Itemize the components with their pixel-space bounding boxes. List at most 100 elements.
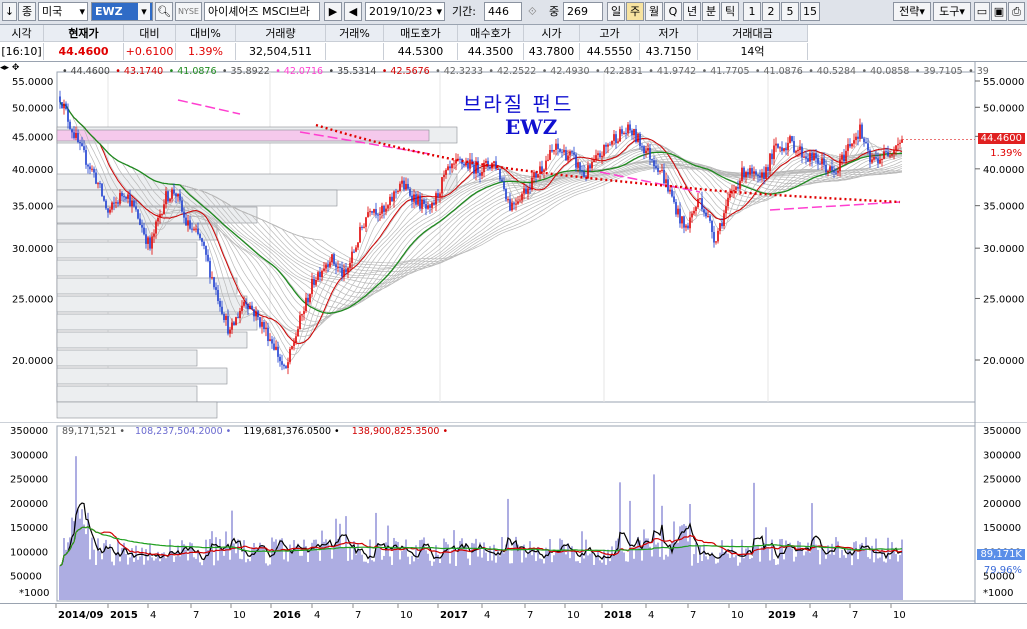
volume-bar [431, 565, 433, 600]
candle-body-62 [183, 211, 185, 218]
volume-bar [645, 538, 647, 600]
volume-profile-bar-5 [56, 241, 198, 259]
candle-body-233 [525, 188, 527, 194]
pane-control-icons[interactable]: ◂▸ ✥ [0, 63, 20, 73]
volume-bar [743, 558, 745, 600]
volume-bar [167, 556, 169, 600]
volume-bar [125, 553, 127, 600]
x-axis-label-19: 7 [852, 610, 858, 621]
next-arrow-button[interactable]: ▶ [324, 2, 342, 21]
interval-1-button[interactable]: 1 [743, 2, 761, 21]
volume-bar [317, 551, 319, 600]
volume-chart[interactable]: 350000 350000 300000 300000 250000 250000 2000… [0, 421, 1027, 603]
volume-bar [709, 556, 711, 600]
volume-bar [899, 555, 901, 600]
candle-body-322 [703, 209, 705, 213]
candle-body-260 [579, 162, 581, 171]
candle-body-414 [887, 152, 889, 156]
volume-bar [135, 545, 137, 600]
folder-icon[interactable]: ▭ [974, 2, 990, 21]
volume-bar [85, 534, 87, 600]
volume-bar [803, 555, 805, 600]
quote-header-4: 거래량 [236, 25, 326, 42]
volume-bar [97, 538, 99, 600]
tab-year[interactable]: 년 [683, 2, 701, 21]
volume-bar [467, 558, 469, 600]
tab-month[interactable]: 월 [645, 2, 663, 21]
overlap-input[interactable]: 269 [563, 2, 603, 21]
period-input[interactable]: 446 [484, 2, 522, 21]
volume-bar [897, 561, 899, 600]
candle-body-336 [731, 191, 733, 194]
market-select[interactable]: 미국 ▾ [38, 2, 88, 21]
volume-bar [821, 544, 823, 600]
volume-bar [79, 518, 81, 600]
volume-bar [817, 549, 819, 600]
candle-body-92 [243, 301, 245, 306]
tab-tick[interactable]: 틱 [721, 2, 739, 21]
candle-body-301 [661, 169, 663, 171]
tab-day[interactable]: 일 [607, 2, 625, 21]
prev-arrow-button[interactable]: ◀ [344, 2, 362, 21]
candle-body-342 [743, 167, 745, 178]
volume-tick-right-4: 150000 [983, 523, 1021, 534]
candle-body-36 [131, 200, 133, 207]
volume-bar [567, 543, 569, 600]
candle-body-74 [207, 254, 209, 261]
volume-bar [259, 542, 261, 600]
candle-body-215 [489, 166, 491, 169]
interval-2-button[interactable]: 2 [762, 2, 780, 21]
volume-bar [335, 518, 337, 600]
tab-minute[interactable]: 분 [702, 2, 720, 21]
candle-body-6 [71, 129, 73, 133]
volume-bar [261, 545, 263, 600]
candle-body-287 [633, 128, 635, 136]
volume-bar [339, 523, 341, 600]
candle-body-197 [453, 163, 455, 165]
volume-bar [811, 503, 813, 600]
candle-body-331 [721, 223, 723, 227]
jong-button[interactable]: 종 [18, 2, 36, 21]
x-axis-label-7: 7 [355, 610, 361, 621]
volume-bar [275, 539, 277, 600]
candle-body-366 [791, 136, 793, 142]
save-icon[interactable]: ▣ [991, 2, 1007, 21]
volume-profile-bar-12 [56, 367, 228, 385]
tab-week[interactable]: 주 [626, 2, 644, 21]
candle-body-87 [233, 322, 235, 326]
candle-body-368 [795, 151, 797, 153]
volume-bar [663, 559, 665, 600]
strategy-button[interactable]: 전략▾ [893, 2, 931, 21]
price-chart[interactable]: 55.000055.000050.000050.000045.000045.00… [0, 62, 1027, 422]
candle-body-41 [141, 224, 143, 228]
search-icon[interactable]: 🔍︎ [155, 2, 173, 21]
volume-profile-bar-2 [56, 189, 338, 207]
tab-quarter[interactable]: Q [664, 2, 682, 21]
ma-ribbon-line-5 [59, 101, 903, 332]
candle-body-369 [797, 149, 799, 152]
volume-bar [837, 541, 839, 600]
interval-5-button[interactable]: 5 [781, 2, 799, 21]
candle-body-180 [419, 195, 421, 209]
volume-bar [725, 550, 727, 600]
tools-button[interactable]: 도구▾ [933, 2, 971, 21]
print-icon[interactable]: ⎙ [1008, 2, 1025, 21]
x-axis-label-16: 10 [731, 610, 744, 621]
volume-bar [223, 555, 225, 600]
symbol-input[interactable]: EWZ ▾ [91, 2, 153, 21]
volume-bar [273, 541, 275, 600]
candle-body-360 [779, 147, 781, 149]
volume-bar [283, 559, 285, 600]
volume-bar [735, 555, 737, 600]
volume-bar [747, 547, 749, 600]
candle-body-410 [879, 159, 881, 164]
candle-body-214 [487, 160, 489, 167]
volume-bar [849, 547, 851, 600]
candle-body-84 [227, 315, 229, 334]
volume-bar [381, 559, 383, 600]
volume-bar [741, 539, 743, 600]
date-field[interactable]: 2019/10/23 ▾ [365, 2, 445, 21]
down-arrow-button[interactable]: ↓ [2, 2, 17, 21]
interval-15-button[interactable]: 15 [800, 2, 820, 21]
volume-bar [357, 543, 359, 600]
